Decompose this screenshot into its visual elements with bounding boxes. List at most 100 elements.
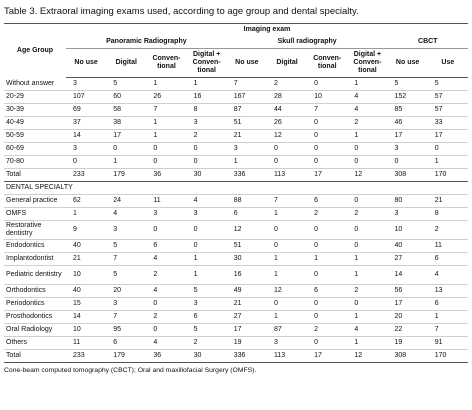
cell: 0 <box>347 220 388 240</box>
cell: 4 <box>106 207 147 221</box>
cell: 87 <box>226 103 267 117</box>
cell: 12 <box>266 129 308 143</box>
cell: 3 <box>226 142 267 156</box>
cell: 10 <box>66 265 107 285</box>
row-label: 20-29 <box>4 90 66 104</box>
cell: 113 <box>266 349 308 363</box>
cell: 0 <box>307 220 348 240</box>
cell: 0 <box>307 77 348 91</box>
cell: 20 <box>387 310 428 324</box>
table-row: Restorative dentistry 9 3 0 0 12 0 0 0 10 2 <box>4 220 468 240</box>
header-row: No use Digital Conven-tional Digital + Conv… <box>4 48 468 78</box>
cell: 3 <box>387 207 428 221</box>
cell: 3 <box>387 142 428 156</box>
cell: 14 <box>66 129 107 143</box>
column-header: Digital + Conven-tional <box>186 48 227 78</box>
cell: 1 <box>347 77 388 91</box>
cell: 1 <box>347 336 388 350</box>
cell: 6 <box>146 239 187 253</box>
row-label: Endodontics <box>4 239 66 253</box>
cell: 0 <box>307 155 348 169</box>
table-row: Orthodontics 40 20 4 5 49 12 6 2 56 13 <box>4 284 468 298</box>
cell: 2 <box>186 336 227 350</box>
cell: 17 <box>226 323 267 337</box>
cell: 0 <box>186 155 227 169</box>
cell: 1 <box>347 265 388 285</box>
cell: 12 <box>347 349 388 363</box>
table-row: Endodontics 40 5 6 0 51 0 0 0 40 11 <box>4 239 468 253</box>
cell: 17 <box>307 168 348 182</box>
cell: 1 <box>106 155 147 169</box>
cell: 2 <box>146 310 187 324</box>
group-header: Imaging exam <box>66 23 468 36</box>
cell: 7 <box>106 310 147 324</box>
table-row: 20-29 107 60 26 16 167 28 10 4 152 57 <box>4 90 468 104</box>
cell: 0 <box>186 220 227 240</box>
cell: 51 <box>226 239 267 253</box>
cell: 3 <box>66 77 107 91</box>
cell: 6 <box>427 297 468 311</box>
cell: 1 <box>146 129 187 143</box>
cell: 0 <box>266 155 308 169</box>
cell: 12 <box>226 220 267 240</box>
cell: 0 <box>427 142 468 156</box>
table-row: 40-49 37 38 1 3 51 26 0 2 46 33 <box>4 116 468 130</box>
table-row: Oral Radiology 10 95 0 5 17 87 2 4 22 7 <box>4 323 468 337</box>
cell: 1 <box>427 155 468 169</box>
cell: 19 <box>387 336 428 350</box>
cell: 1 <box>266 252 308 266</box>
row-label: Pediatric dentistry <box>4 265 66 285</box>
group-label: Skull radiography <box>226 36 388 49</box>
table-row: Without answer 3 5 1 1 7 2 0 1 5 5 <box>4 77 468 91</box>
cell: 2 <box>146 265 187 285</box>
table-row: Periodontics 15 3 0 3 21 0 0 0 17 6 <box>4 297 468 311</box>
row-label: Oral Radiology <box>4 323 66 337</box>
footnote: Cone-beam computed tomography (CBCT); Or… <box>4 367 257 374</box>
cell: 36 <box>146 168 187 182</box>
column-header: No use <box>387 48 428 78</box>
cell: 3 <box>106 220 147 240</box>
cell: 1 <box>146 77 187 91</box>
row-label: 70-80 <box>4 155 66 169</box>
row-label: Prosthodontics <box>4 310 66 324</box>
cell: 0 <box>146 142 187 156</box>
row-label: Without answer <box>4 77 66 91</box>
cell: 167 <box>226 90 267 104</box>
column-header: Digital + Conven-tional <box>347 48 388 78</box>
column-header: No use <box>66 48 107 78</box>
cell: 170 <box>427 349 468 363</box>
cell: 60 <box>106 90 147 104</box>
corner-header: Age Group <box>4 23 66 78</box>
cell: 10 <box>387 220 428 240</box>
cell: 1 <box>266 265 308 285</box>
cell: 58 <box>106 103 147 117</box>
cell: 7 <box>106 252 147 266</box>
cell: 3 <box>186 116 227 130</box>
cell: 88 <box>226 194 267 208</box>
cell: 7 <box>226 77 267 91</box>
cell: 40 <box>66 239 107 253</box>
row-label: OMFS <box>4 207 66 221</box>
cell: 0 <box>307 297 348 311</box>
cell: 179 <box>106 168 147 182</box>
cell: 308 <box>387 349 428 363</box>
cell: 20 <box>106 284 147 298</box>
cell: 5 <box>106 77 147 91</box>
cell: 19 <box>226 336 267 350</box>
cell: 1 <box>146 116 187 130</box>
cell: 1 <box>186 252 227 266</box>
cell: 0 <box>146 155 187 169</box>
cell: 2 <box>307 323 348 337</box>
cell: 2 <box>427 220 468 240</box>
cell: 179 <box>106 349 147 363</box>
section-heading: DENTAL SPECIALTY <box>4 181 468 195</box>
cell: 2 <box>186 129 227 143</box>
cell: 80 <box>387 194 428 208</box>
cell: 21 <box>427 194 468 208</box>
group-label: CBCT <box>387 36 468 49</box>
row-label: Others <box>4 336 66 350</box>
cell: 21 <box>226 129 267 143</box>
cell: 3 <box>186 207 227 221</box>
table-row: General practice 62 24 11 4 88 7 6 0 80 21 <box>4 194 468 208</box>
cell: 7 <box>146 103 187 117</box>
